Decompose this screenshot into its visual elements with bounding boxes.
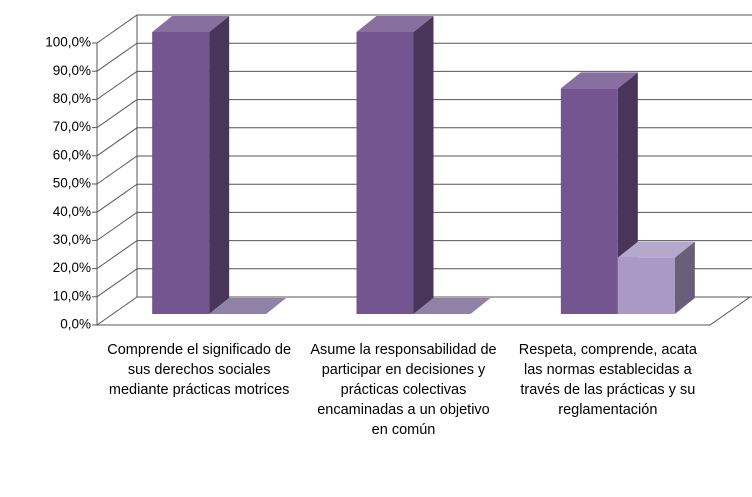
bar-top <box>617 241 695 258</box>
grid-line <box>96 14 752 44</box>
x-tick-label: Comprende el significado de sus derechos… <box>107 342 292 398</box>
bar-top <box>560 72 638 89</box>
y-tick-label: 70,0% <box>53 119 91 134</box>
x-tick-label: Asume la responsabilidad de participar e… <box>310 342 497 438</box>
bar-side <box>209 16 230 314</box>
bar-top <box>152 16 230 32</box>
grid-line <box>96 296 752 326</box>
y-tick-label: 0,0% <box>60 317 91 332</box>
grid-line <box>96 70 752 100</box>
y-tick-label: 10,0% <box>53 288 91 303</box>
y-tick-label: 50,0% <box>53 176 91 191</box>
y-tick-label: 40,0% <box>53 204 91 219</box>
bar-front <box>617 257 675 314</box>
floor <box>97 296 751 326</box>
y-tick-label: 60,0% <box>53 147 91 162</box>
bar-top <box>209 298 287 314</box>
bar <box>617 241 695 314</box>
grid-line <box>96 211 752 241</box>
grid-line <box>96 240 752 270</box>
bar <box>356 16 434 314</box>
y-tick-label: 30,0% <box>53 232 91 247</box>
y-tick-label: 90,0% <box>53 63 91 78</box>
bar-side <box>413 16 434 314</box>
bar <box>209 298 287 314</box>
bar-top <box>356 16 434 32</box>
grid-line <box>96 155 752 185</box>
bar-side <box>674 241 695 314</box>
grid-line <box>96 42 752 72</box>
x-tick-label: Respeta, comprende, acata las normas est… <box>518 342 697 418</box>
bar <box>152 16 230 314</box>
grid-line <box>96 99 752 129</box>
grid-line <box>96 183 752 213</box>
bar-front <box>152 32 210 314</box>
bar-front <box>356 32 414 314</box>
y-tick-label: 80,0% <box>53 91 91 106</box>
y-tick-label: 100,0% <box>45 35 91 50</box>
grid-line <box>96 127 752 157</box>
bar-top <box>413 298 491 314</box>
bar <box>413 298 491 314</box>
y-tick-label: 20,0% <box>53 260 91 275</box>
bar-front <box>560 88 618 315</box>
grid-line <box>96 268 752 298</box>
